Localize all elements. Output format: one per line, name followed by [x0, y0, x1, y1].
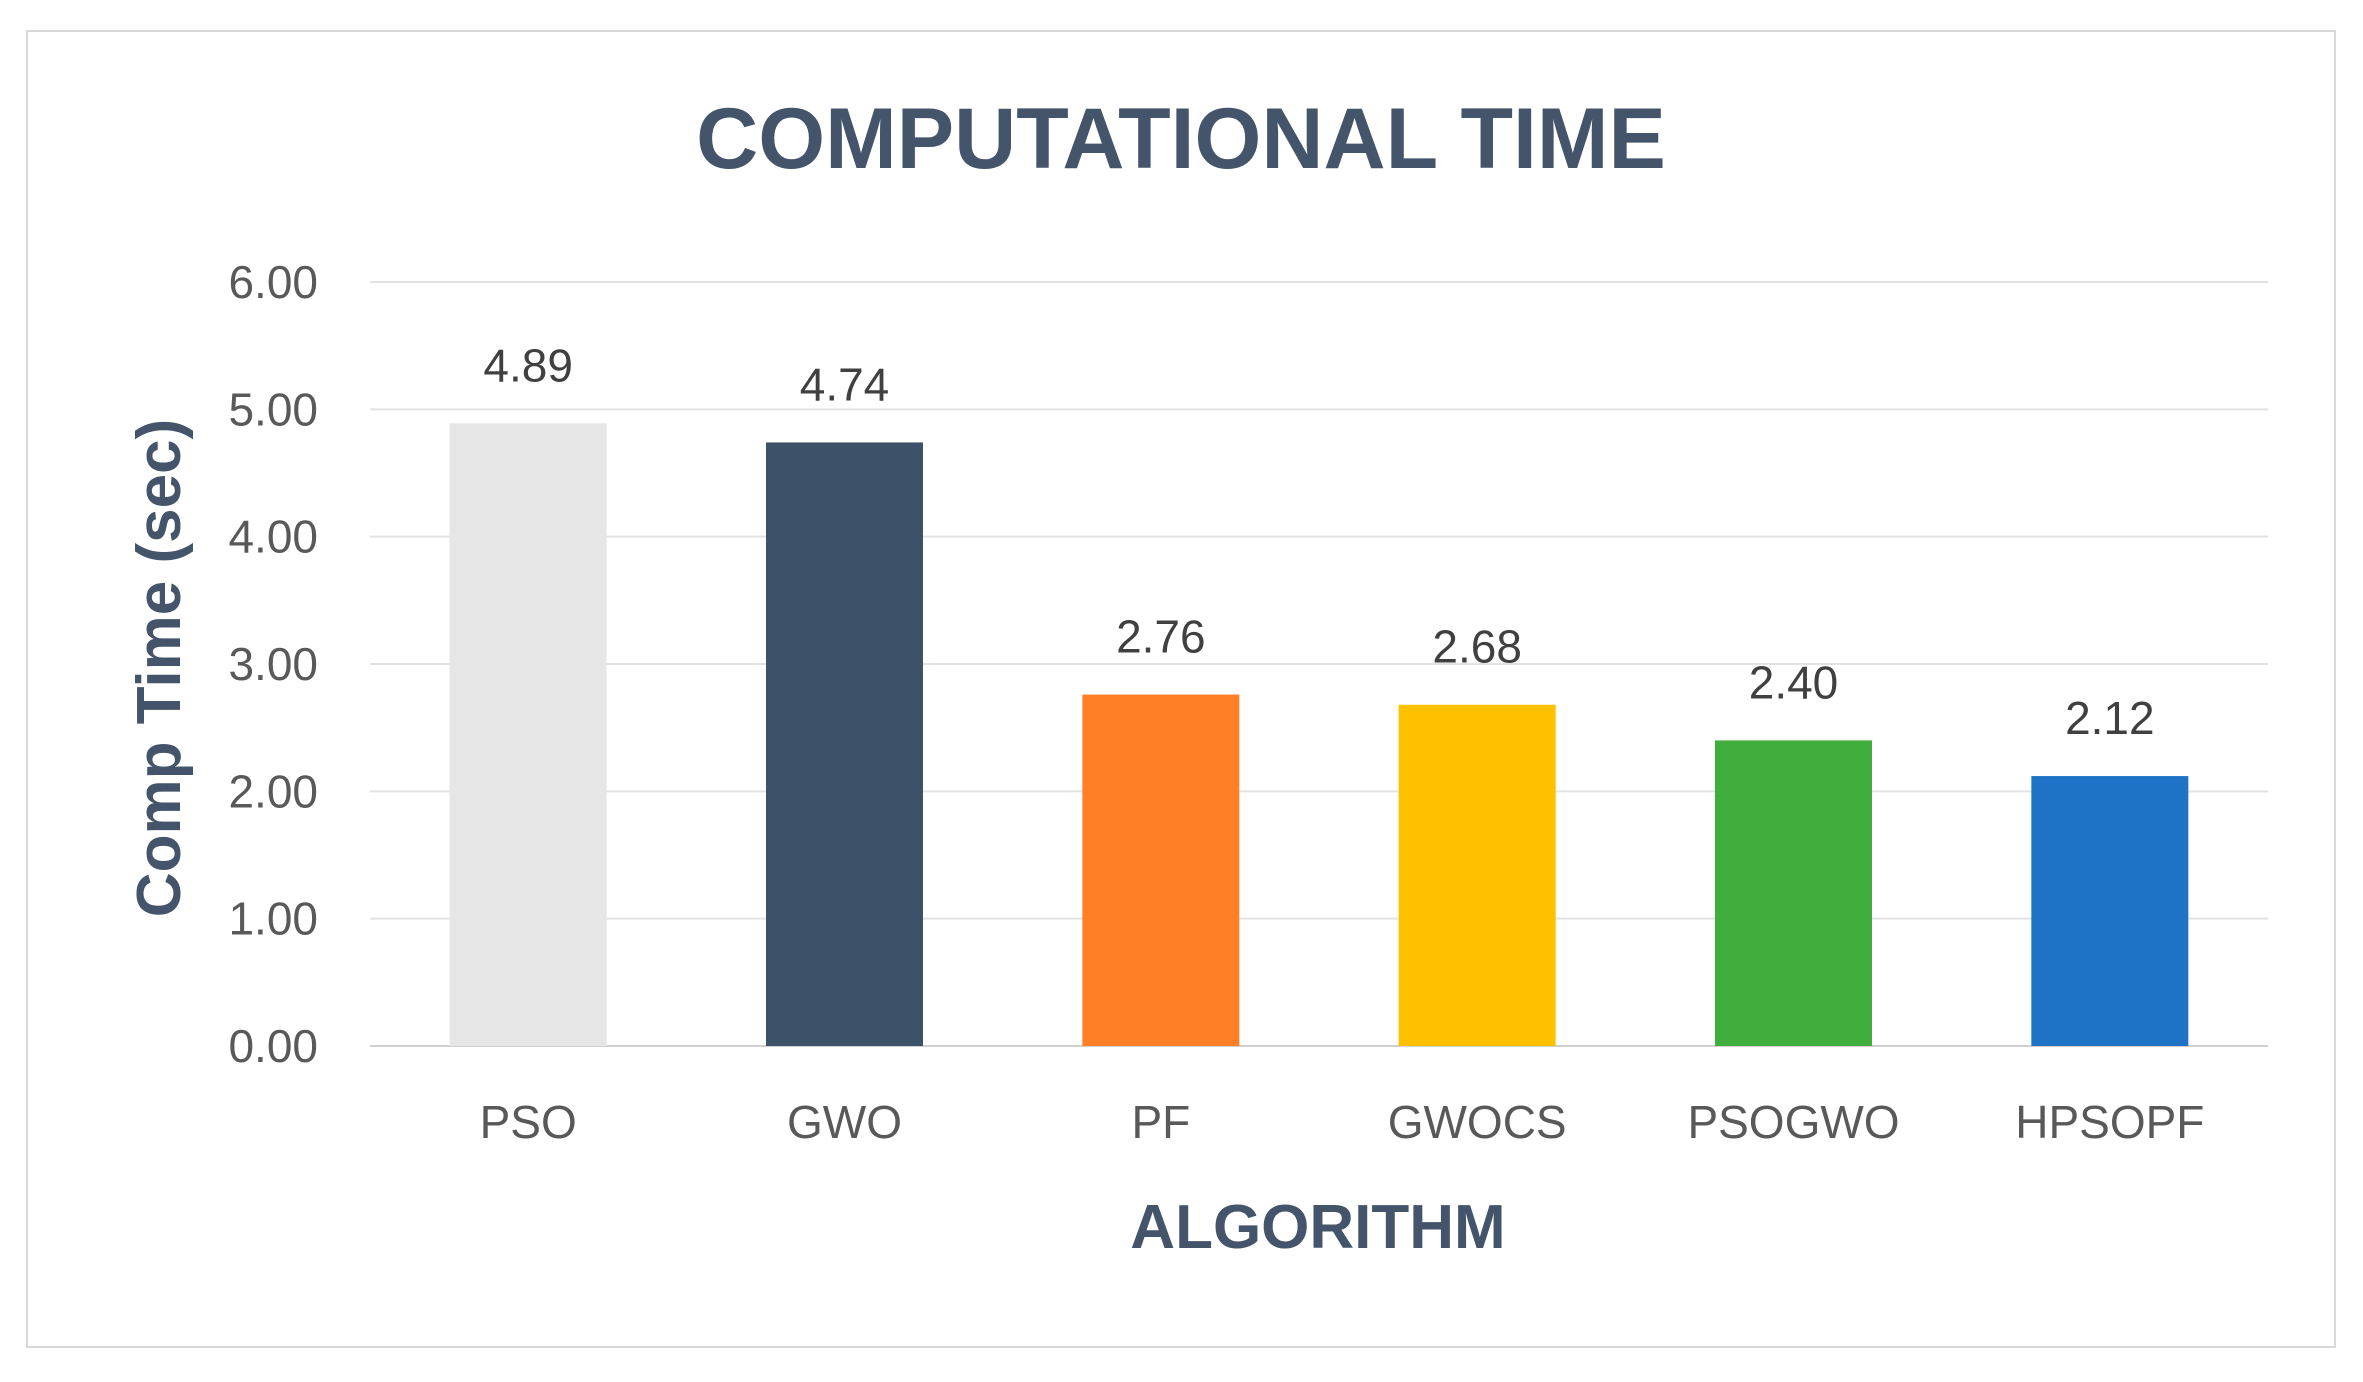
x-axis-ticks: PSO GWO PF GWOCS PSOGWO HPSOPF: [480, 1096, 2205, 1148]
x-tick-label: PSOGWO: [1687, 1096, 1899, 1148]
gridlines: [370, 281, 2268, 1047]
x-tick-label: PSO: [480, 1096, 577, 1148]
y-tick-label: 5.00: [228, 383, 318, 435]
x-tick-label: GWOCS: [1388, 1096, 1567, 1148]
y-tick-label: 4.00: [228, 511, 318, 563]
chart-title: COMPUTATIONAL TIME: [696, 91, 1666, 187]
y-tick-label: 2.00: [228, 765, 318, 817]
data-label: 2.12: [2065, 692, 2155, 744]
bar-psogwo: [1715, 740, 1872, 1046]
data-label: 4.74: [800, 358, 890, 410]
data-label: 4.89: [483, 339, 573, 391]
x-tick-label: PF: [1131, 1096, 1190, 1148]
data-labels: 4.89 4.74 2.76 2.68 2.40 2.12: [483, 339, 2154, 744]
y-axis-ticks: 0.00 1.00 2.00 3.00 4.00 5.00 6.00: [228, 256, 318, 1072]
x-tick-label: GWO: [787, 1096, 902, 1148]
y-axis-title: Comp Time (sec): [125, 419, 194, 917]
bar-pso: [449, 423, 607, 1047]
data-label: 2.76: [1116, 611, 1206, 663]
bar-hpsopf: [2031, 776, 2189, 1046]
bar-gwo: [766, 442, 923, 1046]
x-axis-title: ALGORITHM: [1130, 1193, 1505, 1262]
data-label: 2.68: [1432, 621, 1522, 673]
bars: [449, 423, 2189, 1047]
y-tick-label: 0.00: [228, 1020, 318, 1072]
x-tick-label: HPSOPF: [2015, 1096, 2204, 1148]
y-tick-label: 6.00: [228, 256, 318, 308]
bar-pf: [1082, 694, 1240, 1046]
data-label: 2.40: [1749, 656, 1839, 708]
y-tick-label: 3.00: [228, 638, 318, 690]
chart-frame: [26, 30, 2336, 1348]
bar-gwocs: [1398, 704, 1556, 1046]
y-tick-label: 1.00: [228, 893, 318, 945]
